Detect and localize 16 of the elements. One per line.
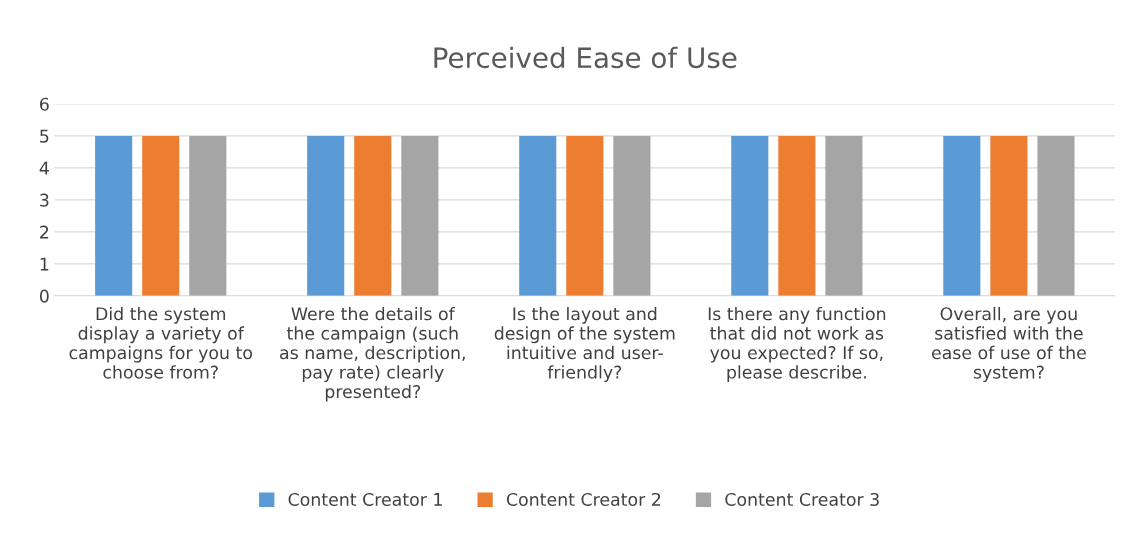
y-tick-label: 6 xyxy=(40,97,49,111)
legend-label: Content Creator 2 xyxy=(506,492,661,507)
x-tick-label: Is there any function that did not work as you expected? If so, please describe. xyxy=(708,306,886,383)
x-tick-label: Were the details of the campaign (such as name, description, pay rate) clearly presented? xyxy=(280,306,465,402)
y-tick-label: 5 xyxy=(40,129,49,143)
x-tick-label: Is the layout and design of the system intuitive and user- friendly? xyxy=(494,306,675,383)
y-tick-label: 1 xyxy=(40,257,49,271)
x-tick-label: Overall, are you satisfied with the ease of use of the system? xyxy=(931,306,1086,383)
x-tick-label: Did the system display a variety of campaigns for you to choose from? xyxy=(69,306,252,379)
legend-label: Content Creator 1 xyxy=(288,492,442,507)
y-tick-label: 0 xyxy=(39,289,49,303)
legend-label: Content Creator 3 xyxy=(725,492,879,507)
y-tick-label: 2 xyxy=(40,225,49,239)
y-tick-label: 3 xyxy=(40,193,49,207)
chart-title: Perceived Ease of Use xyxy=(434,46,737,69)
y-tick-label: 4 xyxy=(39,161,49,175)
